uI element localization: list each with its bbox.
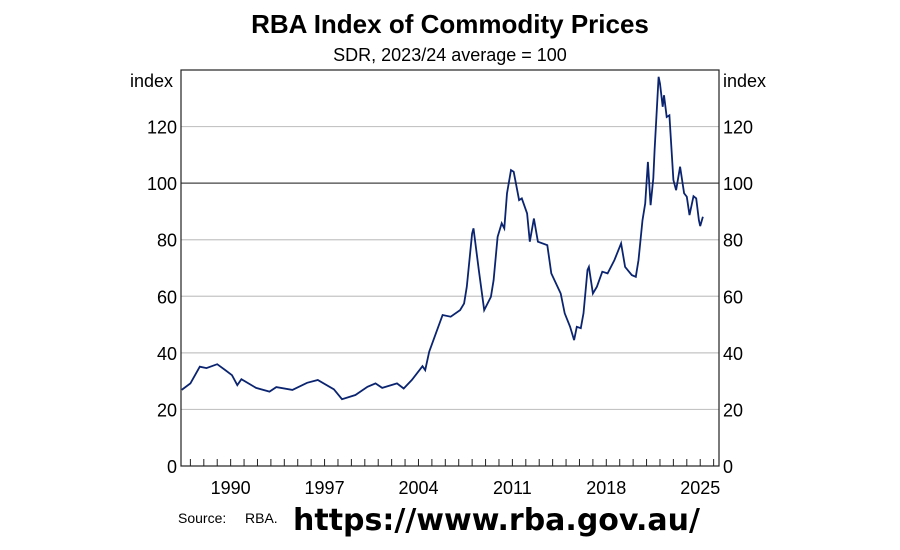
- y-axis-label-right: index: [723, 71, 766, 91]
- x-tick-label: 2004: [398, 478, 438, 498]
- y-tick-label-right: 120: [723, 118, 753, 138]
- x-tick-label: 2025: [680, 478, 720, 498]
- y-tick-label-right: 60: [723, 287, 743, 307]
- x-tick-label: 1997: [305, 478, 345, 498]
- y-tick-label-right: 100: [723, 174, 753, 194]
- y-axis-label-left: index: [130, 71, 173, 91]
- y-tick-label-left: 0: [167, 457, 177, 477]
- source-value: RBA.: [245, 510, 278, 526]
- y-tick-label-right: 80: [723, 231, 743, 251]
- y-tick-label-left: 120: [147, 118, 177, 138]
- y-tick-label-right: 40: [723, 344, 743, 364]
- y-tick-label-left: 60: [157, 287, 177, 307]
- x-tick-label: 1990: [211, 478, 251, 498]
- source-label: Source:: [178, 510, 226, 526]
- y-tick-label-right: 20: [723, 400, 743, 420]
- index-series-line: [181, 76, 704, 401]
- source-url: https://www.rba.gov.au/: [293, 503, 700, 538]
- y-tick-label-right: 0: [723, 457, 733, 477]
- y-tick-label-left: 80: [157, 231, 177, 251]
- chart-subtitle: SDR, 2023/24 average = 100: [333, 45, 567, 65]
- y-tick-label-left: 20: [157, 400, 177, 420]
- plot-frame: [180, 69, 720, 467]
- x-tick-label: 2011: [493, 478, 532, 498]
- y-tick-label-left: 40: [157, 344, 177, 364]
- x-tick-label: 2018: [586, 478, 626, 498]
- chart-title: RBA Index of Commodity Prices: [251, 9, 649, 39]
- y-tick-label-left: 100: [147, 174, 177, 194]
